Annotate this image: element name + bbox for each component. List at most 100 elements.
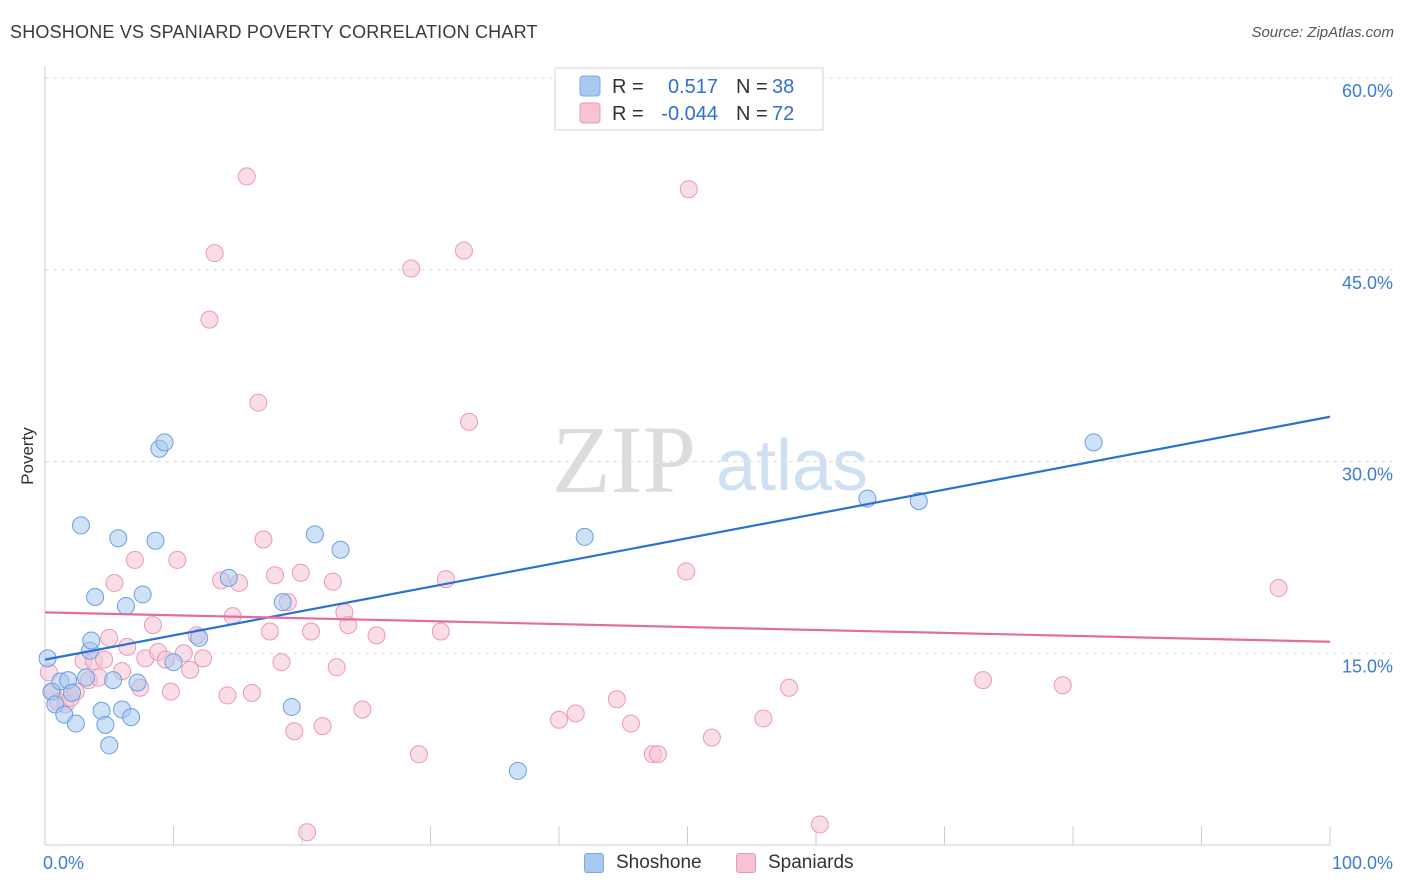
legend-label-spaniards: Spaniards bbox=[768, 852, 854, 873]
spaniards-point bbox=[118, 637, 137, 656]
shoshone-point bbox=[116, 596, 135, 615]
legend-r-value-spaniards: -0.044 bbox=[661, 103, 718, 125]
spaniards-point bbox=[431, 622, 450, 641]
spaniards-point bbox=[168, 550, 187, 569]
shoshone-point bbox=[122, 708, 141, 727]
legend-n-label-spaniards: N = bbox=[736, 103, 768, 125]
shoshone-point bbox=[164, 653, 183, 672]
watermark-atlas: atlas bbox=[716, 426, 868, 506]
shoshone-point bbox=[104, 671, 123, 690]
y-tick-label: 15.0% bbox=[1342, 656, 1393, 676]
spaniards-point bbox=[249, 393, 268, 412]
y-tick-labels: 15.0% 30.0% 45.0% 60.0% bbox=[1342, 81, 1393, 676]
shoshone-point bbox=[100, 736, 119, 755]
spaniards-point bbox=[550, 710, 568, 729]
trend-lines bbox=[44, 415, 1331, 661]
chart-source: Source: ZipAtlas.com bbox=[1251, 24, 1394, 41]
shoshone-point bbox=[273, 593, 292, 612]
shoshone-point bbox=[109, 529, 128, 548]
spaniards-point bbox=[272, 653, 291, 672]
spaniards-point bbox=[161, 682, 180, 701]
spaniards-point bbox=[1269, 579, 1288, 598]
legend-swatch-shoshone bbox=[579, 75, 601, 97]
shoshone-trend-line bbox=[44, 415, 1331, 661]
spaniards-point bbox=[291, 563, 310, 582]
legend-label-shoshone: Shoshone bbox=[616, 852, 702, 873]
spaniards-point bbox=[237, 167, 256, 186]
x-tick-label: 100.0% bbox=[1332, 853, 1393, 873]
spaniards-point bbox=[95, 650, 114, 669]
spaniards-point bbox=[194, 649, 213, 668]
shoshone-point bbox=[96, 715, 115, 734]
spaniards-point bbox=[648, 745, 667, 764]
series-legend: Shoshone Spaniards bbox=[0, 852, 1406, 878]
spaniards-point bbox=[621, 714, 640, 733]
spaniards-point bbox=[1053, 676, 1072, 695]
spaniards-point bbox=[100, 628, 119, 647]
legend-n-value-spaniards: 72 bbox=[772, 103, 794, 125]
spaniards-point bbox=[125, 550, 144, 569]
spaniards-point bbox=[679, 180, 698, 199]
gridlines bbox=[45, 77, 1394, 654]
spaniards-point bbox=[218, 686, 237, 705]
legend-item-shoshone: Shoshone bbox=[584, 852, 702, 874]
shoshone-point bbox=[71, 516, 90, 535]
shoshone-point bbox=[1084, 433, 1103, 452]
shoshone-point bbox=[86, 588, 105, 607]
shoshone-point bbox=[508, 761, 527, 780]
shoshone-point bbox=[909, 492, 928, 511]
shoshone-point bbox=[133, 585, 152, 604]
spaniards-point bbox=[454, 241, 473, 260]
shoshone-point bbox=[66, 714, 85, 733]
spaniards-point bbox=[607, 690, 626, 709]
legend-r-label-spaniards: R = bbox=[612, 103, 644, 125]
shoshone-point bbox=[219, 568, 238, 587]
spaniards-point bbox=[754, 709, 773, 728]
legend-item-spaniards: Spaniards bbox=[736, 852, 854, 874]
spaniards-point bbox=[266, 566, 285, 585]
shoshone-point bbox=[62, 683, 81, 702]
legend-r-value-shoshone: 0.517 bbox=[668, 76, 718, 98]
legend-swatch-shoshone-bottom bbox=[584, 853, 604, 873]
shoshone-point bbox=[155, 433, 174, 452]
spaniards-point bbox=[780, 678, 799, 697]
spaniards-point bbox=[353, 700, 372, 719]
legend-swatch-spaniards-bottom bbox=[736, 853, 756, 873]
watermark: ZIP atlas bbox=[552, 406, 868, 513]
spaniards-point bbox=[205, 244, 224, 263]
x-tick-labels: 0.0% 100.0% bbox=[43, 853, 1393, 873]
y-tick-label: 45.0% bbox=[1342, 273, 1393, 293]
x-tick-label: 0.0% bbox=[43, 853, 84, 873]
spaniards-point bbox=[677, 562, 696, 581]
spaniards-point bbox=[810, 815, 829, 834]
axes bbox=[44, 66, 1331, 846]
y-tick-label: 30.0% bbox=[1342, 465, 1393, 485]
spaniards-point bbox=[323, 572, 342, 591]
legend-r-label-shoshone: R = bbox=[612, 76, 644, 98]
shoshone-point bbox=[77, 668, 96, 687]
spaniards-point bbox=[313, 717, 332, 736]
spaniards-point bbox=[105, 573, 124, 592]
spaniards-point bbox=[339, 616, 358, 635]
spaniards-point bbox=[402, 259, 421, 278]
chart-title: SHOSHONE VS SPANIARD POVERTY CORRELATION… bbox=[10, 22, 538, 42]
spaniards-trend-line bbox=[44, 611, 1331, 643]
legend-n-label-shoshone: N = bbox=[736, 76, 768, 98]
spaniards-point bbox=[460, 412, 479, 431]
correlation-legend: R = 0.517 N = 38 R = -0.044 N = 72 bbox=[554, 67, 824, 131]
shoshone-point bbox=[305, 525, 324, 544]
y-tick-label: 60.0% bbox=[1342, 81, 1393, 101]
shoshone-point bbox=[128, 673, 147, 692]
shoshone-point bbox=[575, 527, 594, 546]
shoshone-point bbox=[331, 540, 350, 559]
shoshone-point bbox=[282, 697, 301, 716]
spaniards-point bbox=[242, 683, 261, 702]
spaniards-point bbox=[974, 671, 993, 690]
spaniards-point bbox=[298, 823, 317, 842]
spaniards-point bbox=[301, 622, 320, 641]
spaniards-point bbox=[143, 616, 162, 635]
shoshone-point bbox=[146, 531, 165, 550]
spaniards-point bbox=[566, 704, 585, 723]
spaniards-point bbox=[260, 622, 279, 641]
legend-swatch-spaniards bbox=[579, 102, 601, 124]
